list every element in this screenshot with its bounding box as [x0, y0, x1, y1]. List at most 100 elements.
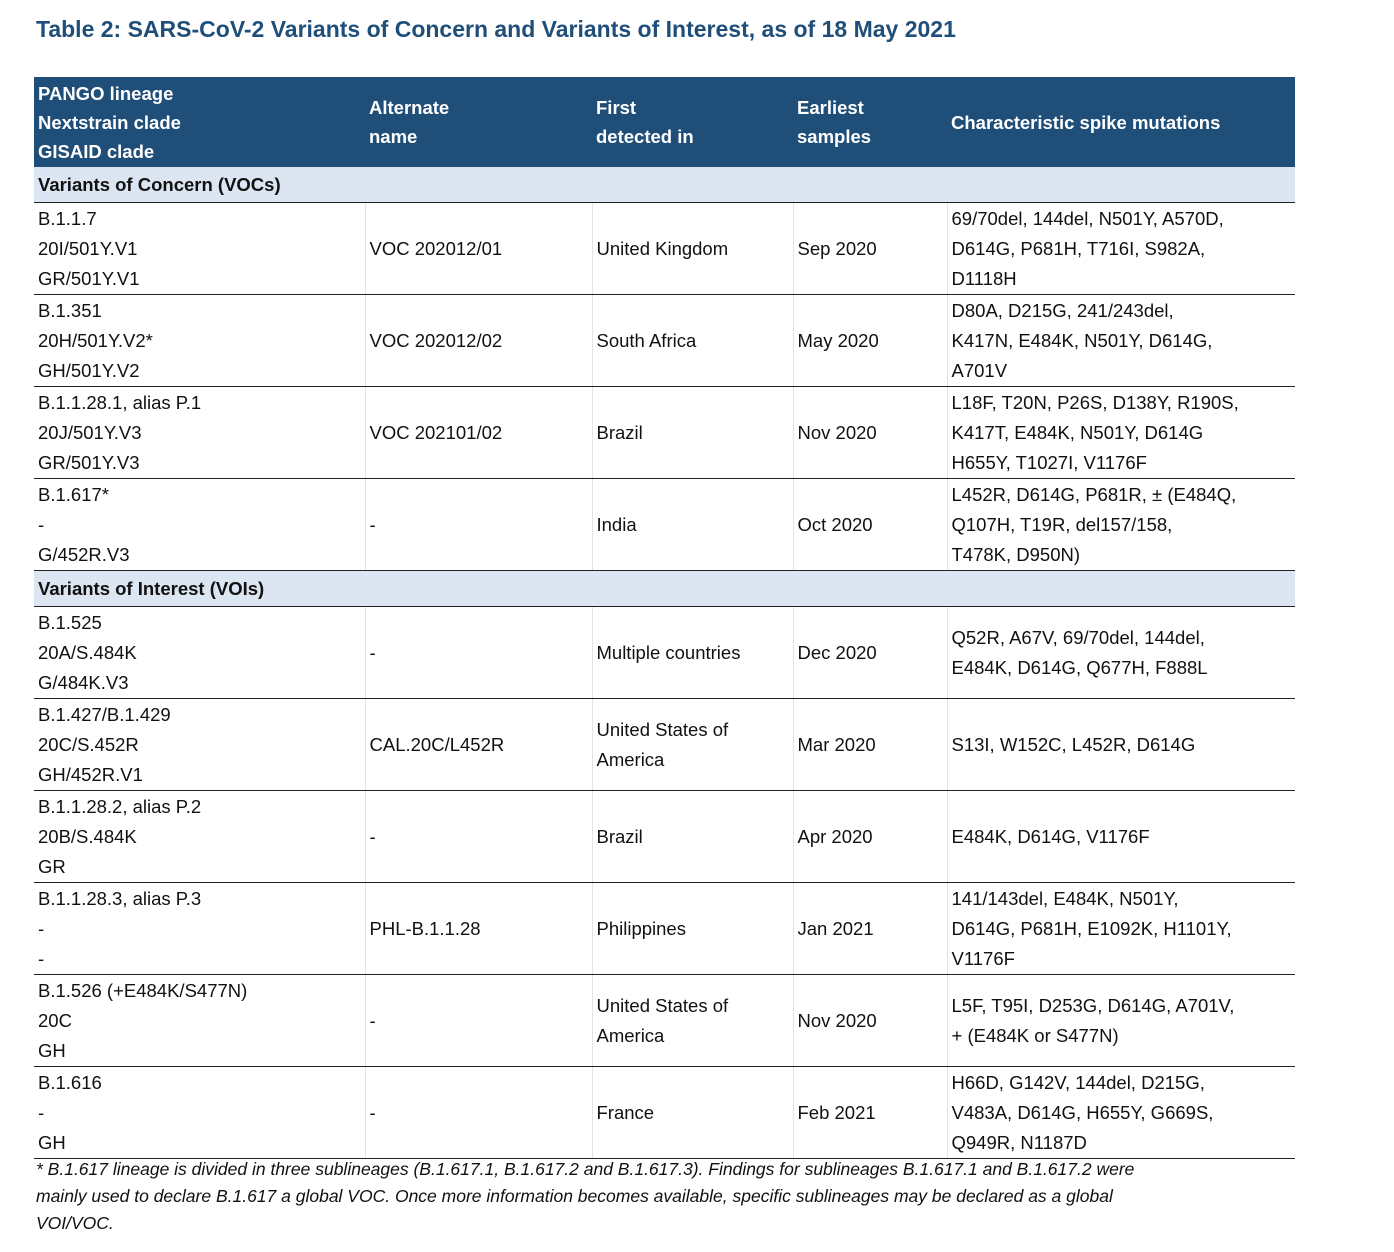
- footnote-line: mainly used to declare B.1.617 a global …: [36, 1186, 1113, 1206]
- first-detected-line: America: [596, 748, 665, 770]
- mutation-line: Q949R, N1187D: [951, 1131, 1087, 1153]
- header-line: name: [369, 126, 418, 147]
- mutation-line: V1176F: [951, 947, 1015, 969]
- section-cell: [592, 570, 793, 607]
- first-detected-line: United States of: [596, 994, 729, 1016]
- lineage-cell: B.1.616 - GH: [34, 1066, 365, 1159]
- alternate-name: VOC 202101/02: [364, 386, 592, 479]
- earliest-samples: Apr 2020: [792, 790, 947, 883]
- earliest-samples: Oct 2020: [792, 478, 947, 571]
- lineage-line: GH: [38, 1131, 66, 1153]
- lineage-line: 20J/501Y.V3: [38, 421, 142, 443]
- mutation-line: D1118H: [951, 267, 1017, 289]
- lineage-line: GH/501Y.V2: [38, 359, 140, 381]
- lineage-line: 20A/S.484K: [38, 641, 137, 663]
- lineage-cell: B.1.617* - G/452R.V3: [34, 478, 365, 571]
- lineage-line: GH: [38, 1039, 66, 1061]
- mutation-line: Q52R, A67V, 69/70del, 144del,: [951, 626, 1205, 648]
- lineage-line: -: [38, 947, 45, 969]
- table-title: Table 2: SARS-CoV-2 Variants of Concern …: [36, 16, 956, 42]
- variants-table: PANGO lineage Nextstrain clade GISAID clad…: [34, 77, 1295, 1159]
- mutation-line: H66D, G142V, 144del, D215G,: [951, 1071, 1205, 1093]
- mutations-cell: L5F, T95I, D253G, D614G, A701V, + (E484K …: [946, 974, 1295, 1067]
- first-detected-cell: France: [591, 1066, 793, 1159]
- table-row: B.1.1.7 20I/501Y.V1 GR/501Y.V1 VOC 202012/0…: [34, 202, 1295, 295]
- first-detected-line: United States of: [596, 718, 729, 740]
- first-detected-line: United Kingdom: [596, 237, 729, 259]
- mutation-line: Q107H, T19R, del157/158,: [951, 513, 1173, 535]
- first-detected-line: Philippines: [596, 917, 686, 939]
- first-detected-cell: Philippines: [591, 882, 793, 975]
- alternate-name: PHL-B.1.1.28: [364, 882, 592, 975]
- lineage-line: B.1.1.28.1, alias P.1: [38, 391, 202, 413]
- table-row: B.1.525 20A/S.484K G/484K.V3 - Multiple coun…: [34, 606, 1295, 699]
- lineage-cell: B.1.351 20H/501Y.V2* GH/501Y.V2: [34, 294, 365, 387]
- lineage-line: GR/501Y.V1: [38, 267, 140, 289]
- first-detected-cell: United States of America: [591, 974, 793, 1067]
- first-detected-cell: Brazil: [591, 386, 793, 479]
- mutation-line: 69/70del, 144del, N501Y, A570D,: [951, 207, 1224, 229]
- footnote-line: VOI/VOC.: [36, 1213, 114, 1233]
- mutations-cell: E484K, D614G, V1176F: [946, 790, 1295, 883]
- lineage-cell: B.1.427/B.1.429 20C/S.452R GH/452R.V1: [34, 698, 365, 791]
- mutations-cell: 69/70del, 144del, N501Y, A570D, D614G, P6…: [946, 202, 1295, 295]
- header-line: PANGO lineage: [38, 82, 174, 104]
- lineage-line: -: [38, 917, 45, 939]
- lineage-line: B.1.1.28.2, alias P.2: [38, 795, 202, 817]
- earliest-samples: May 2020: [792, 294, 947, 387]
- earliest-samples: Nov 2020: [792, 386, 947, 479]
- lineage-line: 20C: [38, 1009, 72, 1031]
- alternate-name: -: [364, 1066, 592, 1159]
- lineage-cell: B.1.1.28.3, alias P.3 - -: [34, 882, 365, 975]
- section-cell: [947, 167, 1295, 203]
- first-detected-cell: India: [591, 478, 793, 571]
- alternate-name: -: [364, 606, 592, 699]
- lineage-cell: B.1.526 (+E484K/S477N) 20C GH: [34, 974, 365, 1067]
- mutations-cell: L452R, D614G, P681R, ± (E484Q, Q107H, T19…: [946, 478, 1295, 571]
- alternate-name: -: [364, 974, 592, 1067]
- lineage-line: GR: [38, 855, 66, 877]
- header-line: Characteristic spike mutations: [951, 111, 1221, 133]
- mutation-line: K417T, E484K, N501Y, D614G: [951, 421, 1204, 443]
- mutation-line: E484K, D614G, Q677H, F888L: [951, 656, 1208, 678]
- lineage-line: G/452R.V3: [38, 543, 130, 565]
- first-detected-cell: Brazil: [591, 790, 793, 883]
- section-cell: [365, 570, 592, 607]
- earliest-samples: Feb 2021: [792, 1066, 947, 1159]
- first-detected-line: Multiple countries: [596, 641, 741, 663]
- mutation-line: L5F, T95I, D253G, D614G, A701V,: [951, 994, 1235, 1016]
- mutation-line: V483A, D614G, H655Y, G669S,: [951, 1101, 1214, 1123]
- mutation-line: L452R, D614G, P681R, ± (E484Q,: [951, 483, 1237, 505]
- alternate-name: CAL.20C/L452R: [364, 698, 592, 791]
- table-row: B.1.617* - G/452R.V3- India Oct 2020 L452R, D…: [34, 478, 1295, 571]
- first-detected-line: Brazil: [596, 421, 643, 443]
- mutations-cell: 141/143del, E484K, N501Y, D614G, P681H, E…: [946, 882, 1295, 975]
- header-line: Nextstrain clade: [38, 111, 181, 133]
- mutations-cell: L18F, T20N, P26S, D138Y, R190S, K417T, E4…: [946, 386, 1295, 479]
- header-row: PANGO lineage Nextstrain clade GISAID clad…: [34, 77, 1295, 167]
- lineage-line: -: [38, 1101, 45, 1123]
- first-detected-line: France: [596, 1101, 655, 1123]
- alternate-name: -: [364, 478, 592, 571]
- lineage-line: G/484K.V3: [38, 671, 129, 693]
- alternate-name: -: [364, 790, 592, 883]
- lineage-line: -: [38, 513, 45, 535]
- lineage-cell: B.1.1.28.1, alias P.1 20J/501Y.V3 GR/501Y.…: [34, 386, 365, 479]
- lineage-line: 20C/S.452R: [38, 733, 139, 755]
- header-line: Earliest: [797, 97, 864, 118]
- section-row: Variants of Interest (VOIs): [34, 570, 1295, 607]
- table-row: B.1.427/B.1.429 20C/S.452R GH/452R.V1 CAL.2…: [34, 698, 1295, 791]
- table-row: B.1.1.28.3, alias P.3 - - PHL-B.1.1.28 Phili…: [34, 882, 1295, 975]
- header-line: GISAID clade: [38, 140, 155, 162]
- lineage-line: B.1.525: [38, 611, 102, 633]
- lineage-line: B.1.526 (+E484K/S477N): [38, 979, 248, 1001]
- mutation-line: D614G, P681H, T716I, S982A,: [951, 237, 1206, 259]
- mutations-cell: H66D, G142V, 144del, D215G, V483A, D614G,…: [946, 1066, 1295, 1159]
- earliest-samples: Sep 2020: [792, 202, 947, 295]
- header-line: Alternate: [369, 97, 450, 118]
- mutation-line: + (E484K or S477N): [951, 1024, 1119, 1046]
- mutation-line: S13I, W152C, L452R, D614G: [951, 733, 1196, 755]
- lineage-line: GH/452R.V1: [38, 763, 143, 785]
- lineage-line: GR/501Y.V3: [38, 451, 140, 473]
- alternate-name: VOC 202012/01: [364, 202, 592, 295]
